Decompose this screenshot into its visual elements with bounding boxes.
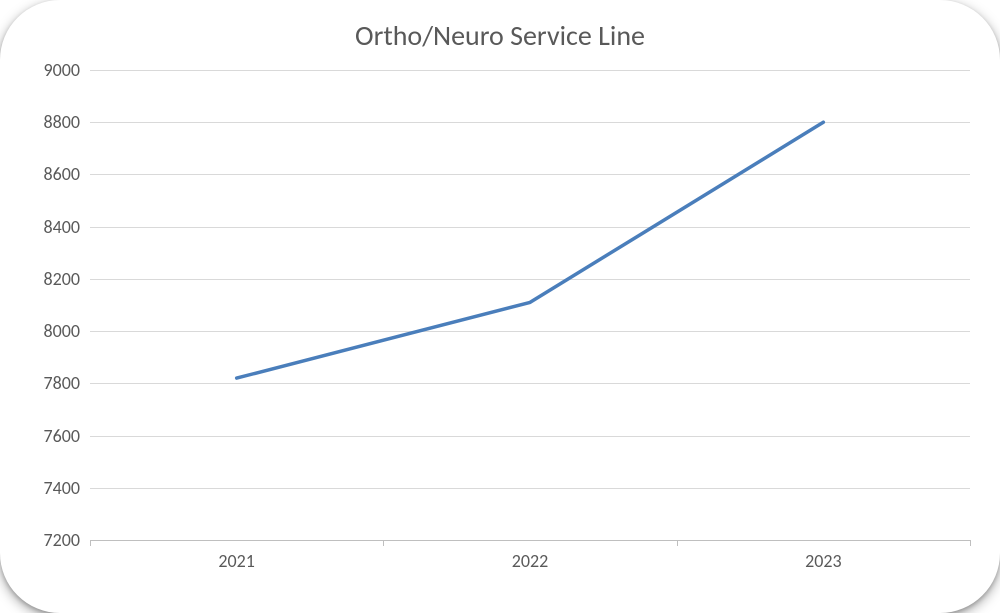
y-tick-label: 8400 [20, 216, 80, 238]
x-tick-mark [90, 540, 91, 546]
y-tick-label: 8000 [20, 320, 80, 342]
y-tick-label: 7800 [20, 372, 80, 394]
x-axis-line [90, 540, 970, 541]
y-tick-label: 8800 [20, 111, 80, 133]
y-tick-label: 9000 [20, 59, 80, 81]
x-tick-mark [677, 540, 678, 546]
y-tick-label: 7400 [20, 477, 80, 499]
y-tick-label: 8600 [20, 163, 80, 185]
plot-area: 7200740076007800800082008400860088009000… [90, 70, 970, 540]
chart-title: Ortho/Neuro Service Line [0, 18, 1000, 53]
x-tick-mark [970, 540, 971, 546]
x-tick-label: 2023 [805, 550, 842, 572]
x-tick-label: 2022 [512, 550, 549, 572]
y-tick-label: 8200 [20, 268, 80, 290]
series-line [237, 122, 824, 378]
x-tick-mark [383, 540, 384, 546]
x-tick-label: 2021 [218, 550, 255, 572]
line-series-svg [90, 70, 970, 540]
y-tick-label: 7600 [20, 425, 80, 447]
chart-card: Ortho/Neuro Service Line 720074007600780… [0, 0, 1000, 613]
y-tick-label: 7200 [20, 529, 80, 551]
